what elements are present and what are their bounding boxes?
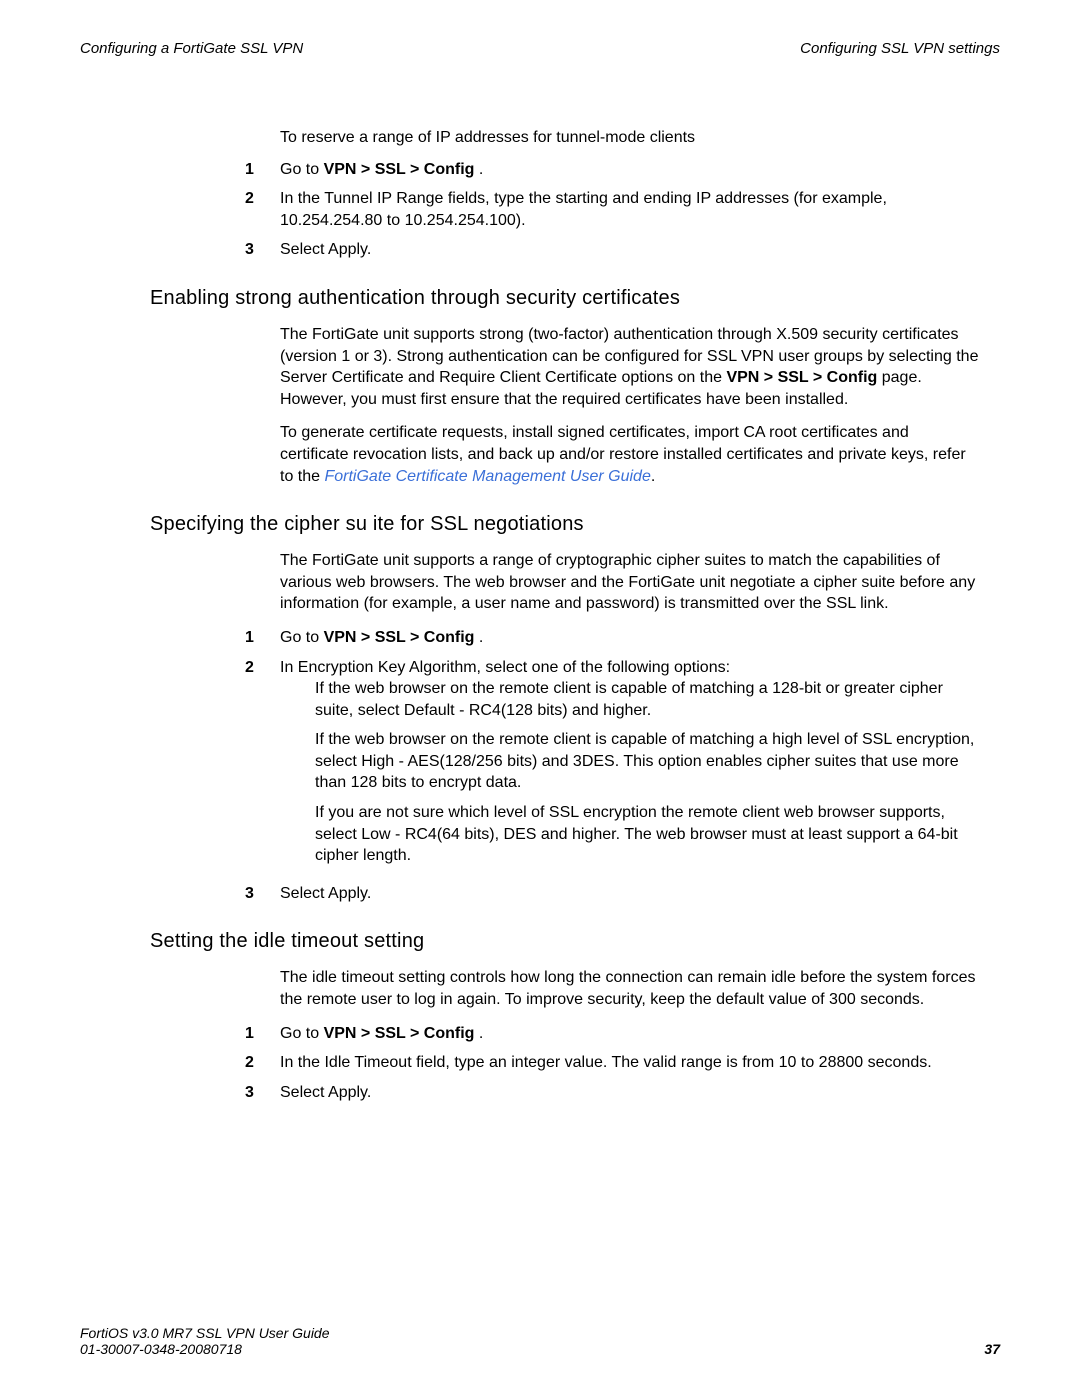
step-item: 3 Select Apply. (245, 883, 980, 905)
page-footer: FortiOS v3.0 MR7 SSL VPN User Guide 01-3… (80, 1325, 1000, 1357)
heading-auth: Enabling strong authentication through s… (150, 287, 1000, 310)
step-item: 3 Select Apply. (245, 1082, 980, 1104)
nav-path: VPN > SSL > Config (324, 161, 475, 178)
doc-link[interactable]: FortiGate Certificate Management User Gu… (324, 468, 650, 485)
idle-steps: 1 Go to VPN > SSL > Config . 2 In the Id… (245, 1023, 980, 1104)
step-item: 2 In Encryption Key Algorithm, select on… (245, 657, 980, 875)
step-item: 3 Select Apply. (245, 239, 980, 261)
step-text: Select Apply. (280, 883, 980, 905)
footer-docid: 01-30007-0348-20080718 (80, 1341, 330, 1357)
step-number: 3 (245, 1082, 280, 1104)
cipher-steps: 1 Go to VPN > SSL > Config . 2 In Encryp… (245, 627, 980, 905)
step-number: 2 (245, 188, 280, 231)
step-number: 1 (245, 159, 280, 181)
step-item: 2 In the Idle Timeout field, type an int… (245, 1052, 980, 1074)
heading-cipher: Specifying the cipher su ite for SSL neg… (150, 513, 1000, 536)
cipher-option: If you are not sure which level of SSL e… (315, 802, 980, 867)
step-number: 3 (245, 239, 280, 261)
step-text: Go to VPN > SSL > Config . (280, 1023, 980, 1045)
cipher-option: If the web browser on the remote client … (315, 678, 980, 721)
page-header: Configuring a FortiGate SSL VPN Configur… (80, 40, 1000, 57)
nav-path: VPN > SSL > Config (324, 1025, 475, 1042)
step-number: 2 (245, 657, 280, 875)
footer-title: FortiOS v3.0 MR7 SSL VPN User Guide (80, 1325, 330, 1341)
step-number: 1 (245, 627, 280, 649)
header-left: Configuring a FortiGate SSL VPN (80, 40, 303, 57)
header-right: Configuring SSL VPN settings (800, 40, 1000, 57)
step-number: 1 (245, 1023, 280, 1045)
page: Configuring a FortiGate SSL VPN Configur… (0, 0, 1080, 1397)
step-number: 3 (245, 883, 280, 905)
step-item: 1 Go to VPN > SSL > Config . (245, 627, 980, 649)
cipher-p1: The FortiGate unit supports a range of c… (280, 550, 980, 615)
nav-path: VPN > SSL > Config (324, 629, 475, 646)
step-item: 1 Go to VPN > SSL > Config . (245, 1023, 980, 1045)
nav-path: VPN > SSL > Config (726, 369, 877, 386)
cipher-option: If the web browser on the remote client … (315, 729, 980, 794)
step-text: In the Tunnel IP Range fields, type the … (280, 188, 980, 231)
auth-p1: The FortiGate unit supports strong (two-… (280, 324, 980, 410)
step-text: Go to VPN > SSL > Config . (280, 627, 980, 649)
page-number: 37 (984, 1341, 1000, 1357)
auth-p2: To generate certificate requests, instal… (280, 422, 980, 487)
idle-p1: The idle timeout setting controls how lo… (280, 967, 980, 1010)
step-item: 1 Go to VPN > SSL > Config . (245, 159, 980, 181)
step-text: Go to VPN > SSL > Config . (280, 159, 980, 181)
step-text: In Encryption Key Algorithm, select one … (280, 657, 980, 875)
heading-idle: Setting the idle timeout setting (150, 930, 1000, 953)
footer-left: FortiOS v3.0 MR7 SSL VPN User Guide 01-3… (80, 1325, 330, 1357)
step-text: Select Apply. (280, 1082, 980, 1104)
tunnel-intro: To reserve a range of IP addresses for t… (280, 127, 980, 149)
step-text: Select Apply. (280, 239, 980, 261)
tunnel-steps: 1 Go to VPN > SSL > Config . 2 In the Tu… (245, 159, 980, 261)
step-item: 2 In the Tunnel IP Range fields, type th… (245, 188, 980, 231)
step-text: In the Idle Timeout field, type an integ… (280, 1052, 980, 1074)
step-number: 2 (245, 1052, 280, 1074)
